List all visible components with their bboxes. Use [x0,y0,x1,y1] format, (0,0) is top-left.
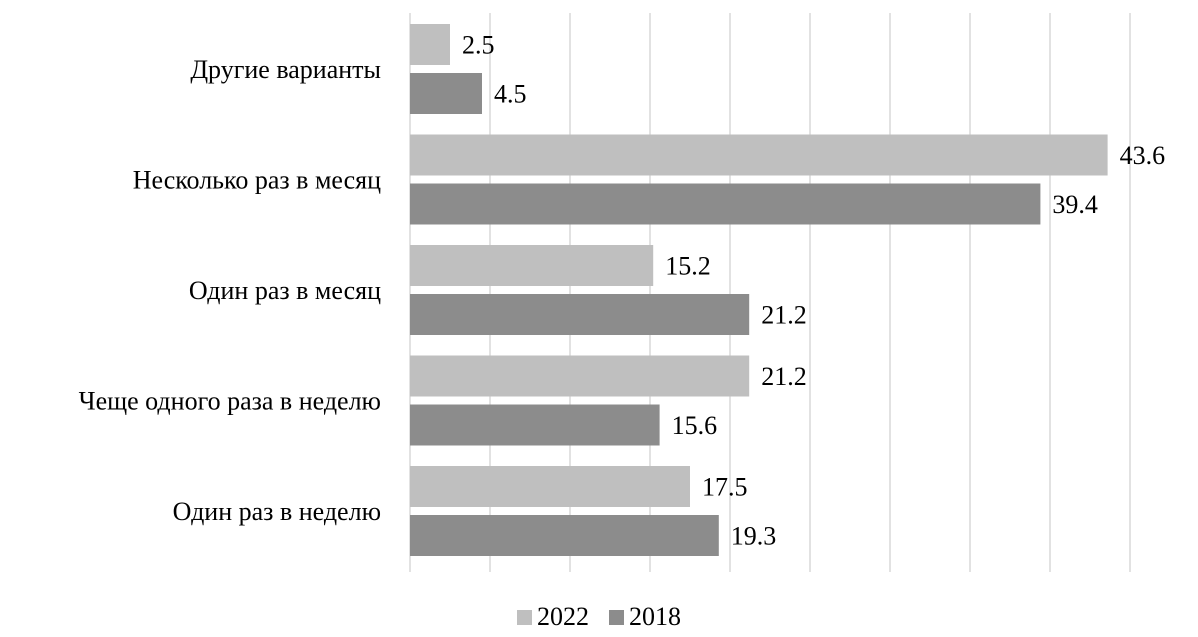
bar-chart: Другие варианты 2.5 4.5 Несколько раз в мес… [79,13,1165,572]
bar-2018-2 [410,294,750,335]
bar-2022-3 [410,355,750,397]
bar-2022-2 [410,245,654,286]
category-label-4: Один раз в неделю [173,497,381,526]
data-label-2018-1: 39.4 [1052,190,1098,219]
bar-2018-1 [410,183,1041,225]
category-label-2: Один раз в месяц [189,276,381,305]
bar-2018-3 [410,404,660,446]
gridlines [409,13,1131,572]
data-label-2022-0: 2.5 [462,31,495,60]
data-label-2018-4: 19.3 [731,522,777,551]
bar-2022-0 [410,24,450,65]
data-label-2022-2: 15.2 [665,252,711,281]
legend-label-2018: 2018 [629,602,681,631]
bars [410,24,1108,556]
bar-2018-4 [410,515,719,556]
data-label-2018-0: 4.5 [494,80,527,109]
legend-item-2022: 2022 [517,602,589,632]
data-label-2018-3: 15.6 [672,411,718,440]
legend-swatch-2018 [609,609,624,625]
category-label-1: Несколько раз в месяц [133,166,381,195]
legend-swatch-2022 [517,609,532,625]
data-label-2022-1: 43.6 [1120,141,1166,170]
bar-2022-1 [410,134,1108,176]
bar-2018-0 [410,73,482,114]
legend-label-2022: 2022 [537,602,589,631]
data-label-2018-2: 21.2 [761,301,807,330]
labels: Другие варианты 2.5 4.5 Несколько раз в мес… [79,31,1165,551]
legend: 2022 2018 [0,602,1198,632]
category-label-0: Другие варианты [190,55,381,84]
category-label-3: Чеще одного раза в неделю [79,387,381,416]
bar-2022-4 [410,466,690,507]
data-label-2022-3: 21.2 [761,362,807,391]
legend-item-2018: 2018 [609,602,681,632]
data-label-2022-4: 17.5 [702,473,748,502]
